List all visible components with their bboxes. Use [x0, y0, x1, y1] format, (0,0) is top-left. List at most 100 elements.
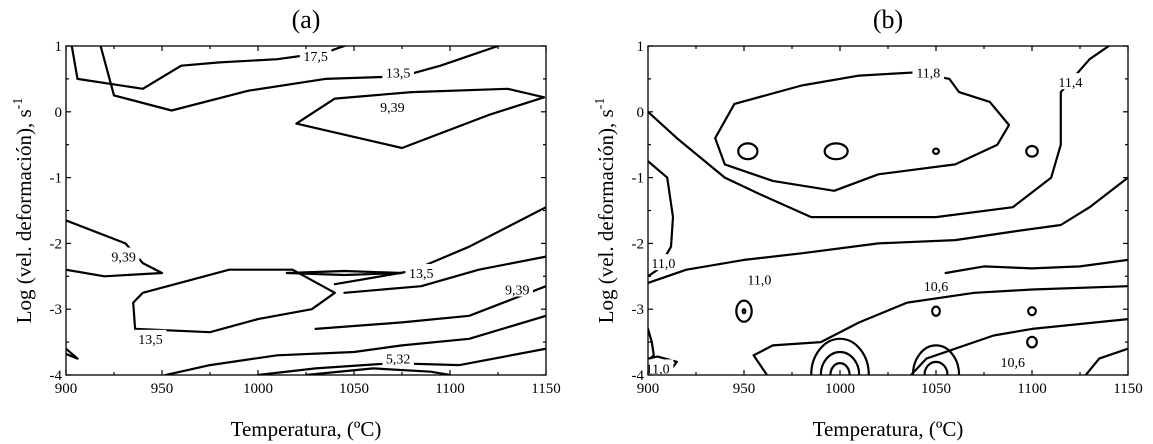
contour-label: 13,5 [386, 66, 411, 81]
contour-line [648, 160, 675, 278]
contour-label: 10,6 [1001, 356, 1026, 371]
x-tick-label: 1150 [1113, 381, 1142, 397]
contour-line [304, 367, 452, 375]
contour-loop [1025, 144, 1039, 158]
y-tick-label: -2 [632, 236, 645, 252]
contour-label-bg [912, 63, 945, 80]
contour-line [648, 327, 655, 362]
contour-label-bg [647, 254, 680, 271]
contour-label: 13,5 [409, 267, 434, 282]
x-tick-label: 1050 [921, 381, 951, 397]
y-tick-label: -4 [50, 368, 63, 384]
y-axis-title: Log (vel. deformación), s-1 [11, 98, 36, 324]
x-tick-label: 1000 [243, 381, 273, 397]
contour-loop [737, 142, 759, 161]
contour-loop [735, 299, 753, 323]
contour-label: 5,32 [386, 353, 411, 368]
y-axis-title-text: Log (vel. deformación), s [594, 109, 618, 323]
contour-label: 9,39 [380, 101, 405, 116]
contour-label-bg [376, 98, 409, 115]
x-tick-label: 1000 [825, 381, 855, 397]
contour-line [343, 255, 546, 294]
chart-panel-a: (a) 17,5 13,5 9,39 9,39 13,5 9,39 13,5 5,32 900 95… [11, 5, 561, 441]
contour-loop [741, 308, 747, 315]
contour-line [944, 258, 1128, 275]
contour-label-bg [134, 329, 167, 346]
contour-loop [1027, 306, 1037, 317]
contour-line [1084, 347, 1128, 375]
contour-label: 9,39 [111, 251, 136, 266]
contour-label-bg [1054, 73, 1087, 90]
contour-lines [66, 46, 546, 375]
contour-line [285, 269, 404, 277]
x-tick-label: 950 [151, 381, 174, 397]
contour-label: 11,8 [916, 66, 940, 81]
contour-label: 17,5 [303, 50, 328, 65]
contour-label: 10,6 [924, 280, 949, 295]
y-tick-label: 0 [55, 105, 63, 121]
contour-label-bg [920, 277, 952, 294]
contour-label: 11,0 [747, 274, 771, 289]
contour-label-bg [382, 349, 414, 366]
contour-line [99, 46, 500, 112]
x-tick-label: 1150 [531, 381, 560, 397]
contour-label-bg [641, 359, 674, 376]
y-tick-label: 1 [637, 39, 645, 55]
y-tick-label: -1 [50, 171, 63, 187]
x-axis-title: Temperatura, (ºC) [813, 417, 964, 441]
contour-line [66, 347, 79, 360]
contour-label-bg [997, 352, 1029, 369]
contour-line [132, 268, 336, 334]
contour-label: 11,0 [646, 362, 670, 377]
y-tick-label: -4 [632, 368, 645, 384]
y-tick-label: 1 [55, 39, 63, 55]
contour-line [295, 87, 546, 150]
y-tick-label: 0 [637, 105, 645, 121]
y-axis-title: Log (vel. deformación), s-1 [593, 98, 618, 324]
contour-label-bg [107, 247, 140, 264]
contour-loop [931, 305, 941, 317]
y-axis-title-sup: -1 [593, 98, 608, 110]
x-tick-label: 1100 [1017, 381, 1046, 397]
y-tick-label: -3 [50, 302, 63, 318]
contour-line [314, 285, 546, 330]
contour-line [66, 219, 164, 278]
panel-label: (a) [292, 5, 321, 34]
contour-line [648, 176, 1128, 284]
contour-label-bg [382, 63, 414, 80]
contour-loop [1026, 335, 1038, 349]
contour-line [648, 46, 1110, 219]
y-tick-label: -2 [50, 236, 63, 252]
contour-loop [829, 362, 851, 375]
x-tick-label: 900 [637, 381, 660, 397]
contour-loop [823, 142, 849, 161]
contour-loop [932, 147, 940, 156]
contour-label-bg [299, 46, 332, 63]
y-tick-label: -1 [632, 171, 645, 187]
contour-lines [648, 46, 1128, 375]
x-tick-label: 1100 [435, 381, 464, 397]
contour-label: 11,0 [651, 257, 675, 272]
x-axis-title: Temperatura, (ºC) [231, 417, 382, 441]
contour-line [333, 206, 546, 286]
y-axis-title-sup: -1 [11, 98, 26, 110]
contour-loop [819, 350, 861, 375]
x-tick-label: 900 [55, 381, 78, 397]
x-tick-label: 1050 [339, 381, 369, 397]
y-axis-title-text: Log (vel. deformación), s [12, 109, 36, 323]
contour-line [909, 318, 1128, 375]
chart-panel-b: (b) 11,8 11,4 11,0 11,0 10,6 10,6 11,0 900 950 100… [593, 5, 1143, 441]
x-tick-label: 950 [733, 381, 756, 397]
plot-frame [65, 45, 547, 376]
panel-label: (b) [873, 5, 903, 34]
contour-label: 11,4 [1058, 76, 1082, 91]
contour-line [752, 285, 1128, 375]
contour-label-bg [743, 270, 776, 287]
contour-loop [911, 344, 961, 375]
contour-label-bg [501, 280, 533, 297]
contour-label: 13,5 [138, 333, 163, 348]
y-tick-label: -3 [632, 302, 645, 318]
contour-label-bg [405, 264, 437, 281]
contour-line [164, 314, 546, 375]
